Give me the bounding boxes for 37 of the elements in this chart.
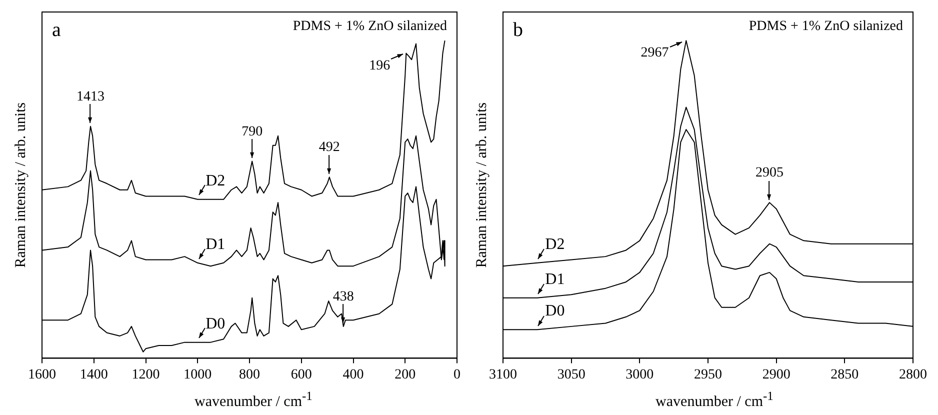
- annotation: 2905: [756, 166, 784, 181]
- y-axis-title: Raman intensity / arb. units: [12, 102, 29, 268]
- x-tick-label: 1200: [132, 367, 160, 382]
- y-axis-title: Raman intensity / arb. units: [474, 102, 490, 268]
- x-tick-label: 1000: [184, 367, 212, 382]
- x-tick-label: 2800: [899, 367, 927, 382]
- legend-label: D1: [206, 236, 226, 253]
- annotation: 492: [318, 140, 340, 156]
- annotation: 790: [242, 124, 263, 140]
- x-tick-label: 3000: [626, 367, 654, 382]
- text: PDMS + 1% ZnO silanized: [292, 19, 447, 34]
- legend-label: D1: [545, 270, 565, 288]
- legend-label: D0: [206, 315, 226, 332]
- x-tick-label: 0: [454, 367, 460, 382]
- legend-label: D2: [206, 172, 226, 190]
- chart-title: b: [513, 19, 523, 41]
- annotation: 438: [332, 289, 354, 304]
- x-axis-title: wavenumber / cm$^{-1}$: [654, 388, 774, 412]
- x-tick-label: 600: [290, 367, 312, 382]
- annotation: 1413: [76, 89, 105, 104]
- x-tick-label: 1600: [28, 367, 56, 382]
- x-tick-label: 400: [342, 367, 364, 382]
- x-tick-label: 2950: [694, 367, 722, 382]
- x-tick-label: 2900: [762, 367, 790, 382]
- annotation: 2967: [640, 46, 669, 61]
- annotation: 196: [369, 58, 390, 74]
- x-tick-label: 1400: [80, 367, 108, 382]
- x-tick-label: 3100: [489, 367, 517, 382]
- chart-title: a: [52, 19, 61, 41]
- legend-label: D2: [545, 236, 565, 253]
- x-tick-label: 800: [239, 367, 260, 382]
- x-tick-label: 2850: [830, 367, 859, 382]
- x-tick-label: 200: [394, 367, 416, 382]
- legend-label: D0: [545, 302, 565, 320]
- x-tick-label: 3050: [557, 367, 586, 382]
- x-axis-title: wavenumber / cm$^{-1}$: [194, 388, 314, 412]
- text: PDMS + 1% ZnO silanized: [748, 19, 903, 34]
